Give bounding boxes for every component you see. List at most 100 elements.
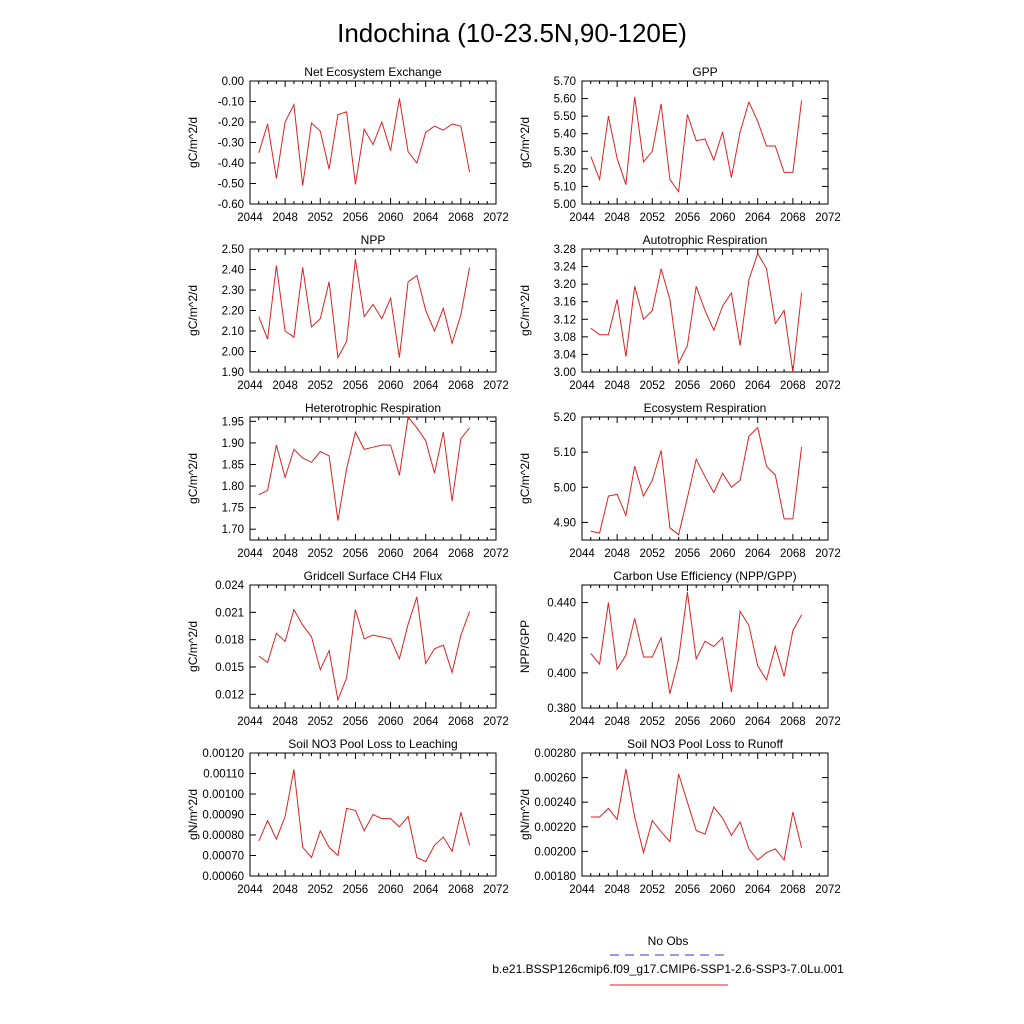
series-line <box>258 98 471 186</box>
y-tick-label: 5.40 <box>554 129 576 141</box>
x-tick-label: 2064 <box>413 212 439 224</box>
y-tick-label: 5.60 <box>554 94 576 106</box>
x-tick-label: 2048 <box>272 212 298 224</box>
y-tick-label: 3.24 <box>554 262 577 274</box>
x-tick-label: 2064 <box>745 212 771 224</box>
y-tick-label: 1.90 <box>222 367 244 379</box>
y-tick-label: 2.50 <box>222 244 244 256</box>
x-tick-label: 2056 <box>343 548 369 560</box>
y-tick-label: 0.00280 <box>534 748 576 760</box>
panel-title: Soil NO3 Pool Loss to Runoff <box>627 737 784 751</box>
panel-1: Net Ecosystem Exchange gC/m^2/d 0.00 -0.10 -… <box>186 65 509 224</box>
y-tick-label: 5.00 <box>554 482 576 494</box>
y-tick-label: 0.00060 <box>202 871 244 883</box>
x-tick-label: 2064 <box>745 380 771 392</box>
panel-4: Autotrophic Respiration gC/m^2/d 3.28 3.24 3… <box>518 233 841 392</box>
plot-frame <box>249 248 497 373</box>
legend-label-no-obs: No Obs <box>648 934 689 948</box>
panel-title: Carbon Use Efficiency (NPP/GPP) <box>613 569 796 583</box>
y-axis-label: gC/m^2/d <box>518 285 532 336</box>
x-tick-label: 2072 <box>483 380 509 392</box>
x-tick-label: 2056 <box>675 380 701 392</box>
x-tick-label: 2068 <box>780 212 806 224</box>
x-tick-label: 2068 <box>448 380 474 392</box>
x-tick-label: 2068 <box>780 548 806 560</box>
x-tick-label: 2044 <box>237 212 263 224</box>
x-tick-label: 2044 <box>569 884 595 896</box>
legend-label-model-run: b.e21.BSSP126cmip6.f09_g17.CMIP6-SSP1-2.… <box>492 962 844 976</box>
x-tick-label: 2072 <box>815 380 841 392</box>
x-tick-label: 2048 <box>604 716 630 728</box>
x-tick-label: 2056 <box>343 884 369 896</box>
y-tick-label: 3.08 <box>554 332 576 344</box>
x-tick-label: 2052 <box>307 548 333 560</box>
y-tick-label: 1.90 <box>222 438 244 450</box>
series-line <box>590 768 803 862</box>
x-tick-label: 2044 <box>569 380 595 392</box>
panel-10: Soil NO3 Pool Loss to RunoffgN/m^2/d0.00… <box>518 737 841 896</box>
x-tick-label: 2064 <box>413 548 439 560</box>
x-tick-label: 2072 <box>483 212 509 224</box>
x-tick-label: 2072 <box>483 884 509 896</box>
y-axis-label: gN/m^2/d <box>186 789 200 840</box>
panel-title: NPP <box>361 233 386 247</box>
x-tick-label: 2072 <box>483 716 509 728</box>
x-tick-label: 2052 <box>639 548 665 560</box>
x-tick-label: 2068 <box>780 716 806 728</box>
x-tick-label: 2052 <box>639 212 665 224</box>
x-tick-label: 2064 <box>745 548 771 560</box>
panel-6: Ecosystem Respiration gC/m^2/d 5.20 5.10 5.0… <box>518 401 841 560</box>
y-tick-label: 5.20 <box>554 164 576 176</box>
y-tick-label: 2.30 <box>222 285 244 297</box>
x-tick-label: 2048 <box>604 548 630 560</box>
y-tick-label: 0.00090 <box>202 810 244 822</box>
y-tick-label: 2.20 <box>222 306 244 318</box>
y-axis-label: gC/m^2/d <box>186 117 200 168</box>
x-tick-label: 2044 <box>569 548 595 560</box>
x-tick-label: 2060 <box>378 884 404 896</box>
plot-frame <box>249 416 497 541</box>
plot-frame <box>581 752 829 877</box>
y-tick-label: -0.60 <box>218 199 244 211</box>
y-tick-label: 1.95 <box>222 416 244 428</box>
x-tick-label: 2064 <box>413 884 439 896</box>
panel-8: Carbon Use Efficiency (NPP/GPP) NPP/GPP 0.… <box>518 569 841 728</box>
y-tick-label: 0.00 <box>222 76 244 88</box>
x-tick-label: 2072 <box>815 884 841 896</box>
x-tick-label: 2072 <box>815 212 841 224</box>
y-tick-label: 0.00070 <box>202 851 244 863</box>
y-tick-label: 1.70 <box>222 524 244 536</box>
legend: No Obs b.e21.BSSP126cmip6.f09_g17.CMIP6-… <box>492 934 844 986</box>
x-tick-label: 2044 <box>569 716 595 728</box>
x-tick-label: 2048 <box>604 884 630 896</box>
y-axis-label: gC/m^2/d <box>186 453 200 504</box>
y-tick-label: 0.00200 <box>534 846 576 858</box>
y-tick-label: -0.40 <box>218 158 244 170</box>
y-tick-label: 0.00100 <box>202 789 244 801</box>
y-tick-label: 1.80 <box>222 481 244 493</box>
y-tick-label: 0.400 <box>547 668 576 680</box>
y-tick-label: 5.70 <box>554 76 576 88</box>
y-axis-label: gC/m^2/d <box>518 453 532 504</box>
x-tick-label: 2052 <box>639 380 665 392</box>
y-tick-label: 3.20 <box>554 279 576 291</box>
x-tick-label: 2060 <box>710 884 736 896</box>
y-axis-label: gC/m^2/d <box>186 285 200 336</box>
y-tick-label: 5.30 <box>554 146 576 158</box>
x-tick-label: 2060 <box>710 212 736 224</box>
x-tick-label: 2048 <box>272 548 298 560</box>
y-tick-label: 0.021 <box>215 607 244 619</box>
x-tick-label: 2044 <box>237 548 263 560</box>
series-line <box>258 769 471 863</box>
x-tick-label: 2056 <box>675 716 701 728</box>
panel-title: Gridcell Surface CH4 Flux <box>304 569 443 583</box>
plot-frame <box>581 584 829 709</box>
x-tick-label: 2068 <box>780 884 806 896</box>
y-tick-label: 0.00080 <box>202 830 244 842</box>
y-tick-label: 0.440 <box>547 598 576 610</box>
x-tick-label: 2060 <box>378 716 404 728</box>
x-tick-label: 2052 <box>307 884 333 896</box>
x-tick-label: 2052 <box>639 884 665 896</box>
panel-title: Net Ecosystem Exchange <box>304 65 442 79</box>
